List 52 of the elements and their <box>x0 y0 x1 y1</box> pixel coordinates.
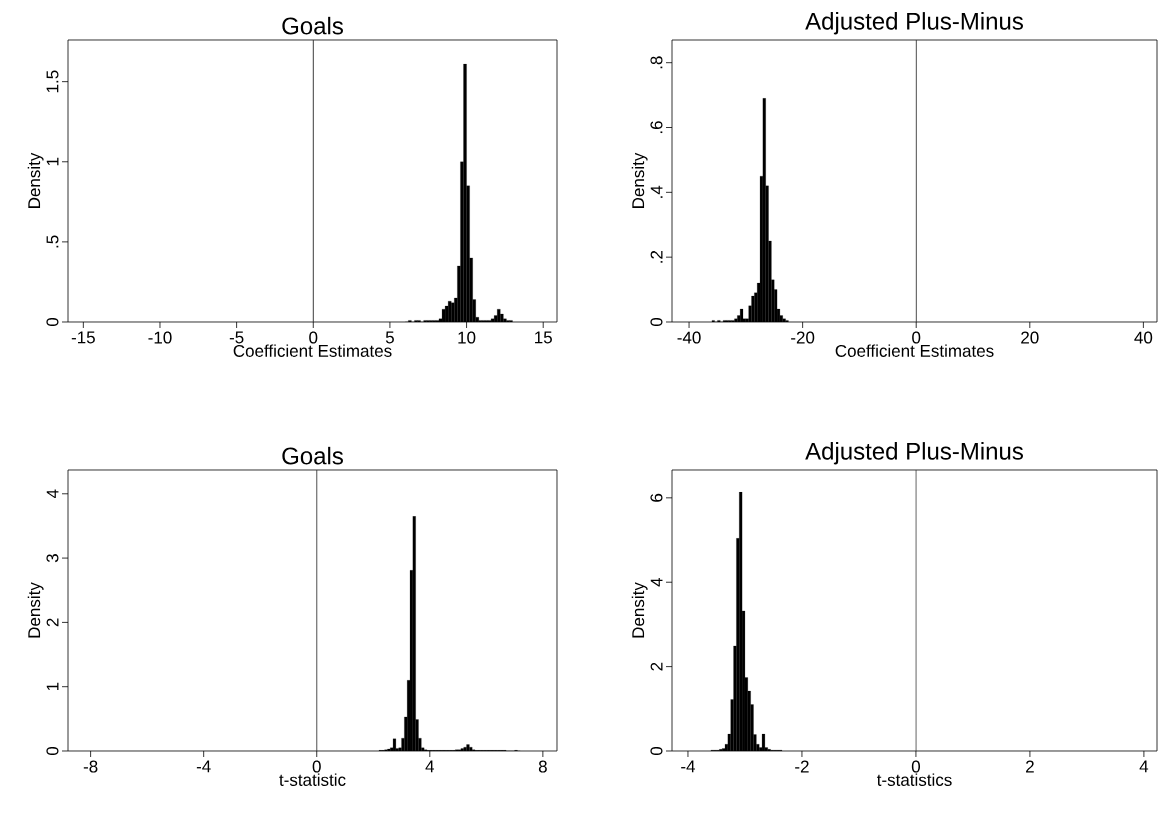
x-tick-label: -4 <box>681 760 696 773</box>
y-tick-label: 2 <box>650 662 663 671</box>
x-tick-label: 0 <box>911 760 921 773</box>
chart-title: Adjusted Plus-Minus <box>805 442 1023 465</box>
y-tick-label: .6 <box>650 121 663 134</box>
y-tick-label: 0 <box>46 746 59 756</box>
y-tick-label: 0 <box>650 746 663 756</box>
y-axis-title: Density <box>631 152 648 208</box>
x-tick-label: 4 <box>1139 760 1149 773</box>
x-axis-title: Coefficient Estimates <box>835 344 994 357</box>
x-tick-label: -40 <box>677 331 701 344</box>
y-axis-title: Density <box>27 152 44 208</box>
y-tick-label: 4 <box>46 489 59 499</box>
x-tick-label: -20 <box>791 331 815 344</box>
x-tick-label: -5 <box>229 331 244 344</box>
x-axis-title: Coefficient Estimates <box>233 344 392 357</box>
x-tick-label: 20 <box>1021 331 1039 344</box>
y-tick-label: .2 <box>650 250 663 263</box>
x-tick-label: 0 <box>312 760 321 773</box>
x-tick-label: 8 <box>538 760 547 773</box>
y-tick-label: 0 <box>650 317 663 327</box>
chart-title: Goals <box>282 16 343 35</box>
x-tick-label: 4 <box>425 760 435 773</box>
y-tick-label: 1 <box>46 682 59 691</box>
x-tick-label: 15 <box>535 331 552 344</box>
x-axis-title: t-statistics <box>876 773 952 786</box>
y-tick-label: .8 <box>650 56 663 69</box>
y-tick-label: 1 <box>46 157 59 166</box>
y-tick-label: 1.5 <box>46 70 59 93</box>
y-axis-title: Density <box>27 582 44 638</box>
x-tick-label: 5 <box>385 331 394 344</box>
y-axis-title: Density <box>631 582 648 638</box>
x-tick-label: 10 <box>458 331 476 344</box>
x-tick-label: -15 <box>71 331 95 344</box>
chart-title: Goals <box>282 446 343 465</box>
y-tick-label: .4 <box>650 185 663 198</box>
x-tick-label: -2 <box>795 760 809 773</box>
y-tick-label: 3 <box>46 554 59 563</box>
x-tick-label: 0 <box>912 331 921 344</box>
x-tick-label: 2 <box>1026 760 1034 773</box>
x-tick-label: -4 <box>196 760 211 773</box>
y-tick-label: 0 <box>46 317 59 327</box>
y-tick-label: 6 <box>650 493 663 502</box>
x-tick-label: -8 <box>83 760 98 773</box>
y-tick-label: 2 <box>46 618 59 627</box>
x-tick-label: -10 <box>148 331 172 344</box>
chart-title: Adjusted Plus-Minus <box>805 12 1023 35</box>
y-tick-label: .5 <box>46 235 59 248</box>
x-axis-title: t-statistic <box>279 773 346 786</box>
y-tick-label: 4 <box>650 578 663 587</box>
x-tick-label: 40 <box>1134 331 1153 344</box>
x-tick-label: 0 <box>309 331 318 344</box>
